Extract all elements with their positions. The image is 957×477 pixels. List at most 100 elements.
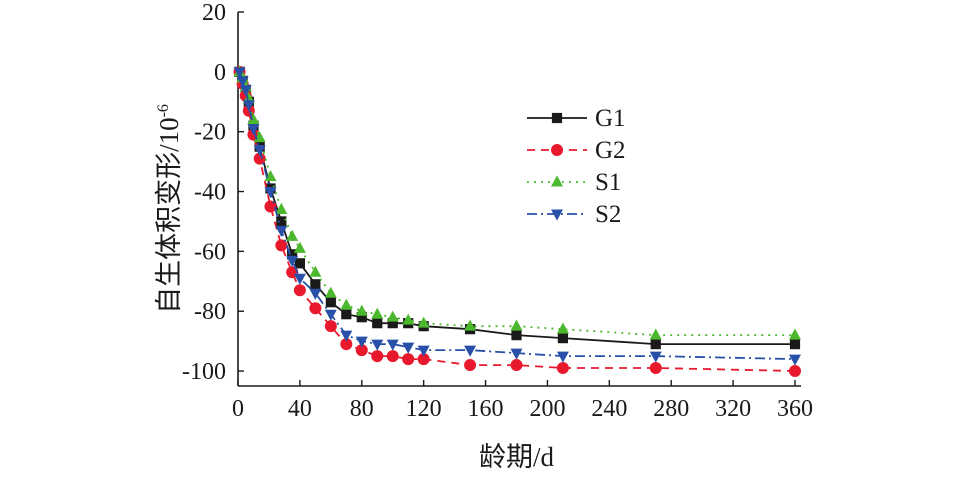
data-point (417, 353, 430, 366)
legend-marker (551, 112, 563, 124)
series-line-s1 (238, 71, 795, 337)
data-point (511, 330, 522, 341)
data-point (287, 249, 298, 260)
series-line-s2 (238, 71, 796, 360)
data-point (324, 309, 337, 321)
data-point (236, 76, 249, 88)
data-point (557, 333, 569, 344)
data-point (417, 345, 430, 357)
data-point (355, 304, 368, 316)
data-point (556, 351, 569, 363)
data-point (324, 320, 337, 333)
legend-marker (551, 209, 563, 221)
legend-label: S1 (595, 169, 621, 196)
data-point (239, 85, 252, 97)
data-point (340, 298, 353, 310)
legend-item-g1: G1 (527, 105, 626, 132)
data-point (417, 316, 430, 328)
x-axis-ticks: 0 40 80 120 160 200 240 280 320 360 (232, 380, 813, 422)
data-point (649, 351, 662, 363)
y-tick-label: 20 (202, 0, 226, 26)
data-point (464, 359, 477, 372)
data-point (387, 318, 398, 329)
data-point (286, 255, 299, 267)
data-point (325, 297, 336, 308)
data-point (293, 284, 306, 297)
data-point (402, 313, 415, 325)
y-tick-label: -60 (194, 239, 226, 265)
data-point (253, 145, 266, 157)
data-point (355, 344, 368, 357)
y-axis-title: 自生体积变形/10-6 (154, 104, 184, 314)
y-axis-ticks: 20 0 -20 -40 -60 -80 -100 (182, 0, 244, 385)
data-point (355, 336, 368, 348)
data-point (510, 319, 523, 331)
data-point (650, 339, 661, 350)
data-point (293, 273, 306, 285)
data-point (789, 339, 801, 350)
data-point (789, 328, 801, 340)
legend-label: G1 (595, 105, 626, 132)
y-tick-label: -20 (194, 120, 226, 146)
x-tick-label: 120 (406, 396, 442, 422)
legend-label: S2 (595, 201, 621, 228)
data-point (341, 309, 352, 320)
data-point (247, 113, 260, 125)
data-point (340, 330, 353, 342)
data-point (310, 279, 321, 290)
data-point (242, 100, 255, 112)
data-point (275, 239, 288, 252)
data-point (556, 362, 569, 375)
data-point (233, 67, 246, 79)
data-point (556, 322, 569, 334)
y-tick-label: -40 (194, 180, 226, 206)
x-tick-label: 0 (232, 396, 244, 422)
data-point (264, 187, 277, 199)
data-point (386, 339, 399, 351)
data-point (294, 258, 305, 269)
legend-marker (551, 144, 563, 156)
legend-item-s1: S1 (527, 169, 621, 196)
x-tick-label: 360 (777, 396, 813, 422)
data-point (247, 124, 260, 136)
data-point (264, 200, 277, 213)
data-point (253, 152, 266, 165)
data-point (649, 328, 662, 340)
series-layer (233, 65, 801, 378)
legend: G1 G2 S1 S2 (527, 105, 626, 228)
y-tick-label: -100 (182, 359, 226, 385)
x-tick-label: 40 (288, 396, 312, 422)
x-tick-label: 280 (653, 396, 689, 422)
data-point (464, 319, 477, 331)
data-point (789, 365, 801, 378)
legend-item-s2: S2 (527, 201, 621, 228)
y-tick-label: 0 (214, 60, 226, 86)
data-point (340, 338, 353, 351)
y-tick-label: -80 (194, 299, 226, 325)
data-point (372, 318, 383, 329)
data-point (510, 348, 523, 360)
x-tick-label: 240 (591, 396, 627, 422)
data-point (386, 310, 399, 322)
data-point (309, 302, 322, 315)
x-tick-label: 320 (715, 396, 751, 422)
x-tick-label: 80 (350, 396, 374, 422)
data-point (356, 312, 367, 323)
data-point (286, 229, 299, 241)
y-axis-title-exponent: -6 (155, 104, 172, 117)
x-axis-title: 龄期/d (479, 442, 555, 472)
data-point (309, 265, 322, 277)
data-point (276, 216, 287, 227)
data-point (649, 362, 662, 375)
data-point (402, 342, 415, 354)
x-tick-label: 160 (468, 396, 504, 422)
data-point (293, 241, 306, 253)
data-point (464, 345, 477, 357)
data-point (789, 354, 801, 366)
x-tick-label: 200 (529, 396, 565, 422)
data-point (275, 202, 288, 214)
y-axis-title-text: 自生体积变形/10 (154, 117, 184, 314)
data-point (264, 169, 277, 182)
data-point (371, 307, 384, 319)
